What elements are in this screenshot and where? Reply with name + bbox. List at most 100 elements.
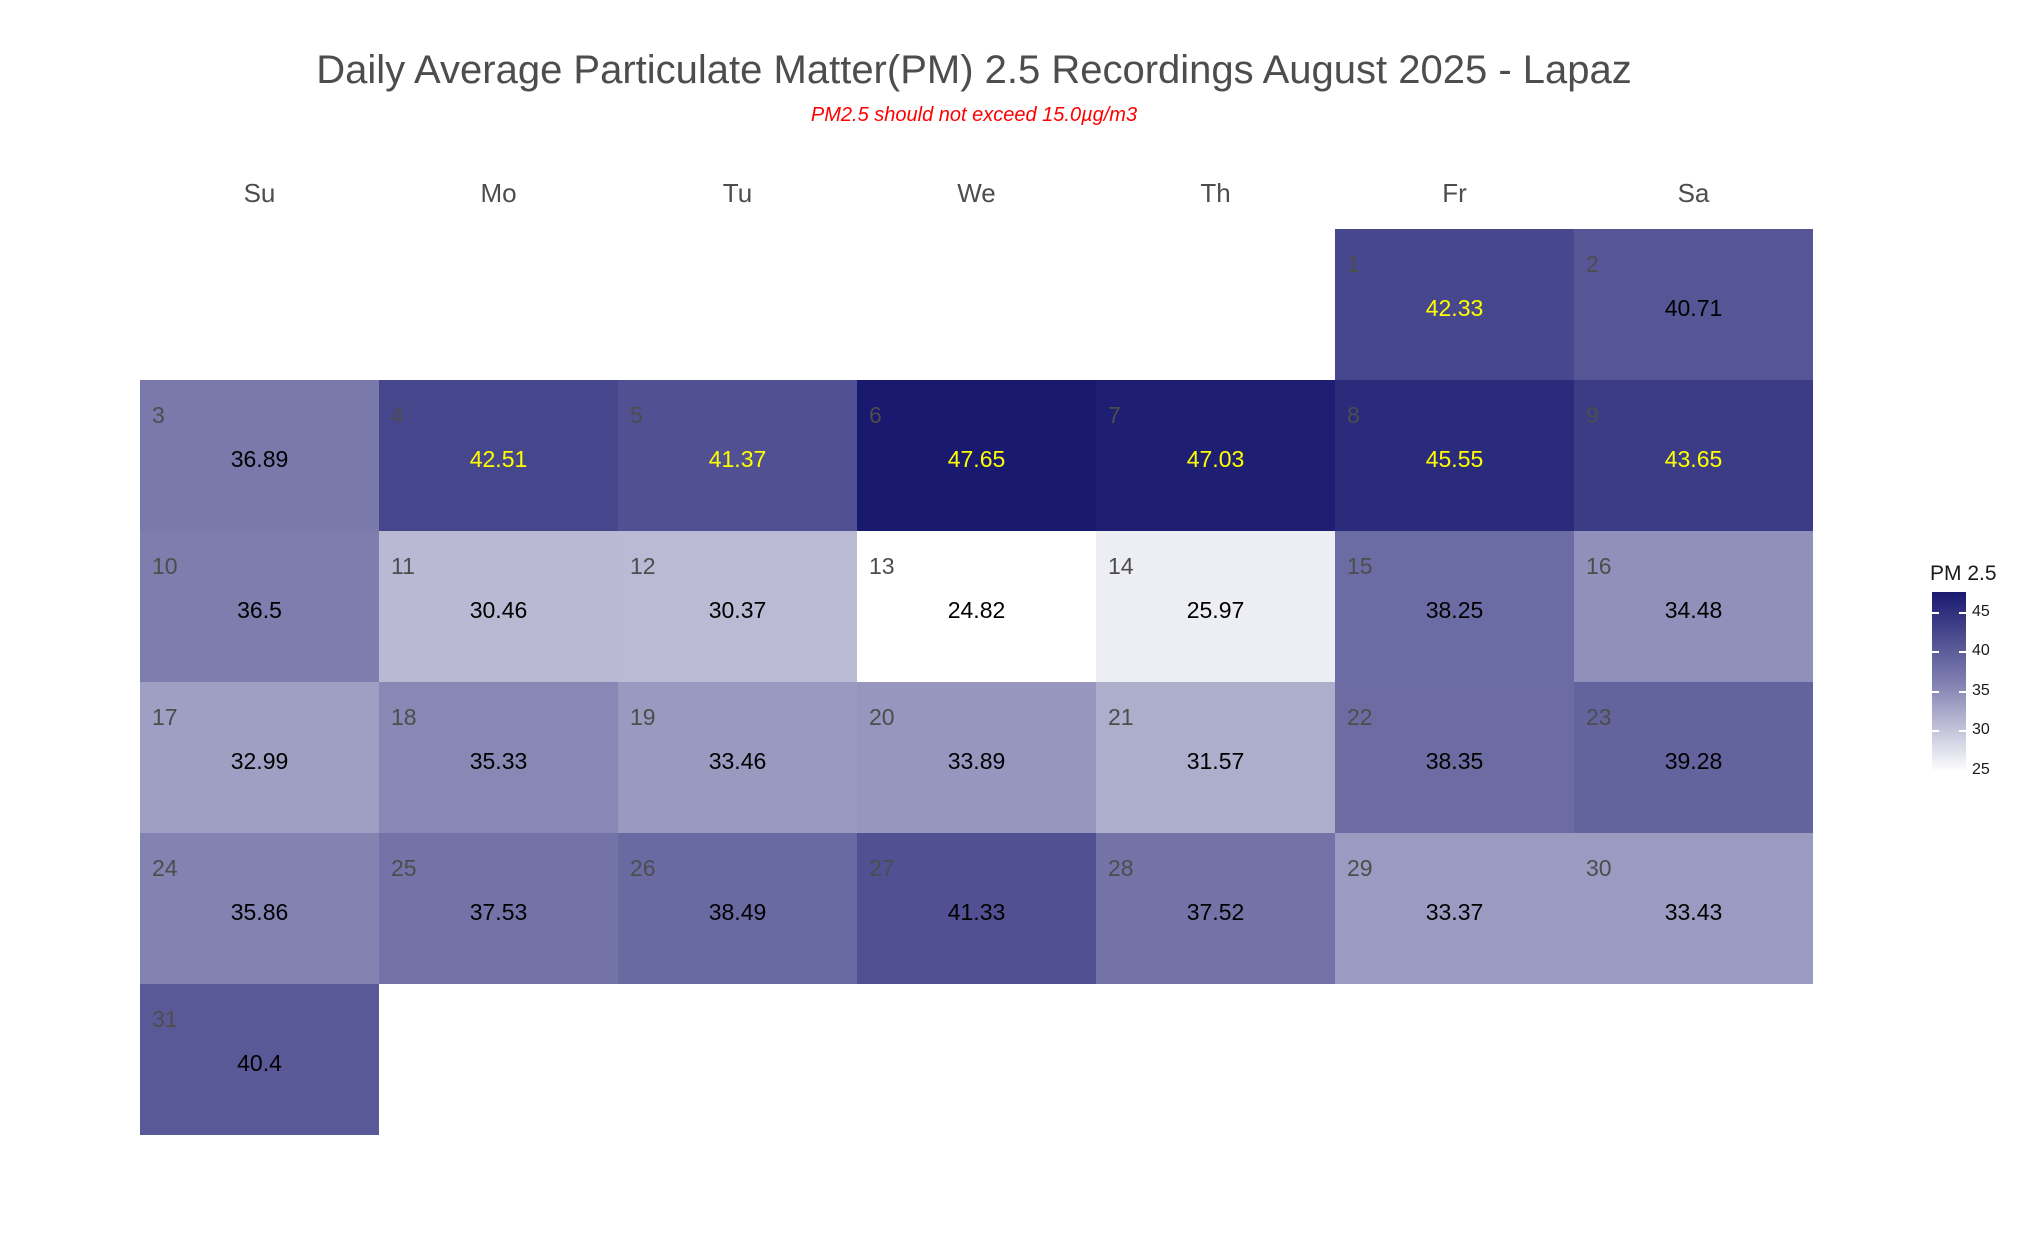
weekday-label: We	[957, 178, 996, 208]
pm25-value-label: 35.33	[469, 748, 528, 774]
day-number: 21	[1108, 704, 1134, 730]
pm25-value-label: 37.52	[1186, 899, 1245, 925]
calendar-day-cell: 10 36.5	[140, 531, 379, 682]
pm25-value-label: 39.28	[1664, 748, 1723, 774]
pm25-value-label: 36.89	[230, 446, 289, 472]
legend-tick-mark	[1959, 730, 1966, 733]
day-number: 23	[1586, 704, 1612, 730]
calendar-day-cell: 29 33.37	[1335, 833, 1574, 984]
legend-tick-label: 35	[1972, 681, 1990, 699]
legend-tick-mark	[1959, 769, 1966, 772]
day-number: 7	[1108, 402, 1121, 428]
calendar-day-cell: 18 35.33	[379, 682, 618, 833]
calendar-day-cell: 2 40.71	[1574, 229, 1813, 380]
day-number: 15	[1347, 553, 1373, 579]
chart-subtitle: PM2.5 should not exceed 15.0µg/m3	[810, 104, 1138, 126]
pm25-value-label: 35.86	[230, 899, 289, 925]
day-number: 24	[152, 855, 178, 881]
legend-tick-mark	[1959, 611, 1966, 614]
calendar-day-cell: 22 38.35	[1335, 682, 1574, 833]
day-number: 8	[1347, 402, 1360, 428]
calendar-day-cell: 31 40.4	[140, 984, 379, 1135]
calendar-day-cell: 25 37.53	[379, 833, 618, 984]
day-number: 2	[1586, 251, 1599, 277]
calendar-day-cell: 17 32.99	[140, 682, 379, 833]
weekday-label: Th	[1200, 178, 1231, 208]
pm25-value-label: 37.53	[469, 899, 528, 925]
pm25-value-label: 32.99	[230, 748, 289, 774]
legend-title: PM 2.5	[1930, 562, 1997, 585]
pm25-value-label: 40.71	[1664, 295, 1723, 321]
pm25-value-label: 45.55	[1425, 446, 1484, 472]
chart-title: Daily Average Particulate Matter(PM) 2.5…	[316, 48, 1632, 92]
weekday-label: Sa	[1677, 178, 1710, 208]
pm25-value-label: 24.82	[947, 597, 1006, 623]
day-number: 26	[630, 855, 656, 881]
calendar-day-cell: 7 47.03	[1096, 380, 1335, 531]
calendar-day-cell: 19 33.46	[618, 682, 857, 833]
day-number: 14	[1108, 553, 1134, 579]
day-number: 31	[152, 1006, 178, 1032]
day-number: 3	[152, 402, 165, 428]
calendar-day-cell: 27 41.33	[857, 833, 1096, 984]
pm25-value-label: 47.03	[1186, 446, 1245, 472]
day-number: 6	[869, 402, 882, 428]
day-number: 16	[1586, 553, 1612, 579]
legend-tick-label: 45	[1972, 602, 1990, 620]
pm25-value-label: 42.33	[1425, 295, 1484, 321]
day-number: 30	[1586, 855, 1612, 881]
pm25-value-label: 42.51	[469, 446, 528, 472]
day-number: 22	[1347, 704, 1373, 730]
legend-tick-label: 30	[1972, 721, 1990, 739]
calendar-day-cell: 26 38.49	[618, 833, 857, 984]
pm25-value-label: 33.46	[708, 748, 767, 774]
pm25-value-label: 30.37	[708, 597, 767, 623]
pm25-value-label: 38.49	[708, 899, 767, 925]
calendar-day-cell: 20 33.89	[857, 682, 1096, 833]
day-number: 25	[391, 855, 417, 881]
calendar-day-cell: 6 47.65	[857, 380, 1096, 531]
calendar-day-cell: 21 31.57	[1096, 682, 1335, 833]
pm25-value-label: 40.4	[237, 1050, 282, 1076]
day-number: 1	[1347, 251, 1360, 277]
day-number: 28	[1108, 855, 1134, 881]
pm25-value-label: 33.43	[1664, 899, 1723, 925]
pm25-value-label: 30.46	[469, 597, 528, 623]
pm25-value-label: 41.33	[947, 899, 1006, 925]
day-number: 29	[1347, 855, 1373, 881]
pm25-value-label: 38.35	[1425, 748, 1484, 774]
calendar-day-cell: 11 30.46	[379, 531, 618, 682]
pm25-value-label: 36.5	[237, 597, 282, 623]
calendar-day-cell: 14 25.97	[1096, 531, 1335, 682]
legend-tick-mark	[1932, 690, 1939, 693]
weekday-label: Mo	[480, 178, 517, 208]
legend-tick-mark	[1932, 651, 1939, 654]
day-number: 20	[869, 704, 895, 730]
day-number: 11	[391, 553, 415, 579]
day-number: 10	[152, 553, 178, 579]
calendar-day-cell: 9 43.65	[1574, 380, 1813, 531]
calendar-day-cell: 1 42.33	[1335, 229, 1574, 380]
day-number: 19	[630, 704, 656, 730]
pm25-value-label: 33.89	[947, 748, 1006, 774]
day-number: 4	[391, 402, 404, 428]
pm25-value-label: 25.97	[1186, 597, 1245, 623]
legend-tick-mark	[1932, 769, 1939, 772]
calendar-day-cell: 30 33.43	[1574, 833, 1813, 984]
day-number: 12	[630, 553, 656, 579]
day-number: 27	[869, 855, 895, 881]
legend-color-bar	[1932, 592, 1966, 772]
day-number: 9	[1586, 402, 1599, 428]
pm25-value-label: 38.25	[1425, 597, 1484, 623]
calendar-day-cell: 5 41.37	[618, 380, 857, 531]
calendar-day-cell: 28 37.52	[1096, 833, 1335, 984]
calendar-day-cell: 3 36.89	[140, 380, 379, 531]
calendar-day-cell: 8 45.55	[1335, 380, 1574, 531]
pm25-value-label: 33.37	[1425, 899, 1484, 925]
legend-tick-mark	[1959, 651, 1966, 654]
day-number: 13	[869, 553, 895, 579]
day-number: 5	[630, 402, 643, 428]
pm25-value-label: 43.65	[1664, 446, 1723, 472]
legend-tick-label: 25	[1972, 760, 1990, 778]
legend-tick-label: 40	[1972, 642, 1990, 660]
